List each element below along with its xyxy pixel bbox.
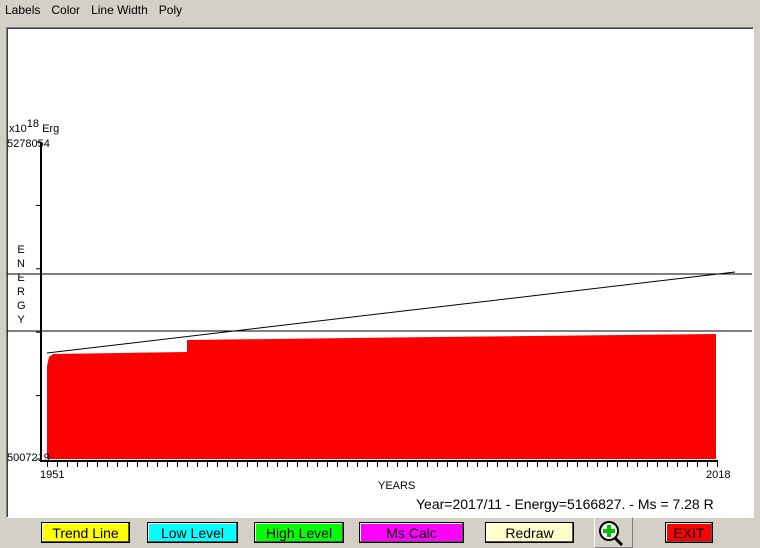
y-unit-exponent: 18 bbox=[26, 118, 39, 130]
high-level-button[interactable]: High Level bbox=[254, 522, 344, 543]
menu-labels[interactable]: Labels bbox=[5, 3, 41, 17]
redraw-button[interactable]: Redraw bbox=[485, 522, 574, 543]
trend-line-button[interactable]: Trend Line bbox=[41, 522, 130, 543]
y-unit: Erg bbox=[42, 123, 60, 135]
y-max-label: 5278054 bbox=[7, 138, 50, 150]
menu-bar: Labels Color Line Width Poly bbox=[0, 0, 760, 20]
menu-color[interactable]: Color bbox=[51, 3, 81, 17]
y-unit-prefix: x10 bbox=[9, 123, 27, 135]
exit-button[interactable]: EXIT bbox=[665, 522, 713, 543]
zoom-in-button[interactable] bbox=[594, 517, 633, 548]
status-readout: Year=2017/11 - Energy=5166827. - Ms = 7.… bbox=[416, 496, 714, 512]
zoom-in-magnifier-icon bbox=[599, 521, 624, 547]
low-level-button[interactable]: Low Level bbox=[147, 522, 238, 543]
y-axis-title: ENERGY bbox=[17, 244, 26, 326]
x-max-label: 2018 bbox=[706, 469, 731, 481]
menu-poly[interactable]: Poly bbox=[158, 3, 183, 17]
energy-area bbox=[47, 333, 716, 459]
menu-line-width[interactable]: Line Width bbox=[91, 3, 148, 17]
x-axis-title: YEARS bbox=[378, 480, 416, 492]
y-min-label: 5007219 bbox=[7, 452, 50, 464]
trend-line bbox=[46, 271, 736, 354]
x-min-label: 1951 bbox=[40, 469, 65, 481]
y-unit-label: x1018 Erg bbox=[9, 119, 60, 136]
ms-calc-button[interactable]: Ms Calc bbox=[359, 522, 464, 543]
